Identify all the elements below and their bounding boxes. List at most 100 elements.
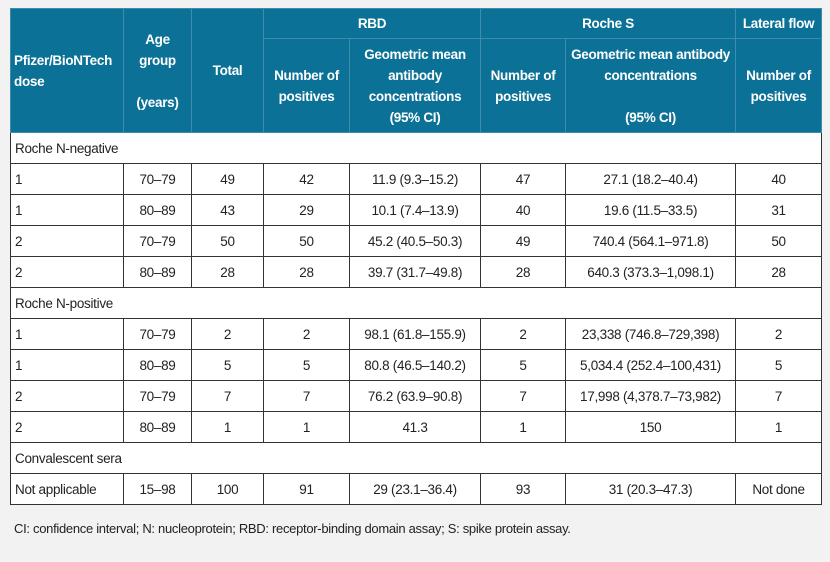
header-lateral-flow: Lateral flow <box>735 8 823 39</box>
table-cell: 70–79 <box>123 380 192 412</box>
table-cell: 7 <box>191 380 264 412</box>
table-row: 2 80–89 28 28 39.7 (31.7–49.8) 28 640.3 (373.3… <box>10 256 823 288</box>
header-rbd: RBD <box>262 8 482 39</box>
table-cell: 1 <box>480 411 567 443</box>
table-row: 1 80–89 5 5 80.8 (46.5–140.2) 5 5,034.4 (252.4… <box>10 349 823 381</box>
table-cell: 80–89 <box>123 411 192 443</box>
table-cell: 49 <box>191 163 264 195</box>
age-group-label: Age group <box>139 31 176 68</box>
header-roche-gmc: Geometric mean antibody concentrations (9… <box>565 38 737 133</box>
table-cell: 15–98 <box>123 473 192 505</box>
table-cell: 1 <box>10 194 124 226</box>
table-cell: 11.9 (9.3–15.2) <box>348 163 482 195</box>
table-cell: 43 <box>191 194 264 226</box>
table-cell: 740.4 (564.1–971.8) <box>565 225 737 257</box>
rbd-ci-label: (95% CI) <box>389 109 441 125</box>
table-cell: 2 <box>10 380 124 412</box>
table-cell: 80–89 <box>123 349 192 381</box>
table-row: 2 70–79 7 7 76.2 (63.9–90.8) 7 17,998 (4,378.7… <box>10 380 823 412</box>
table-cell: 2 <box>10 225 124 257</box>
table-cell: 100 <box>191 473 264 505</box>
footnote: CI: confidence interval; N: nucleoprotei… <box>14 521 571 536</box>
table-cell: 91 <box>263 473 350 505</box>
table-cell: 640.3 (373.3–1,098.1) <box>565 256 737 288</box>
table-cell: 80.8 (46.5–140.2) <box>348 349 482 381</box>
table-row: 2 80–89 1 1 41.3 1 150 1 <box>10 411 823 443</box>
table-cell: 98.1 (61.8–155.9) <box>348 318 482 350</box>
table-cell: 42 <box>263 163 350 195</box>
table-cell: 10.1 (7.4–13.9) <box>348 194 482 226</box>
rbd-gmc-label: Geometric mean antibody concentrations <box>364 46 466 104</box>
table-cell: 150 <box>565 411 737 443</box>
results-table: Pfizer/BioNTech dose Age group (years) To… <box>9 8 823 505</box>
table-cell: 50 <box>191 225 264 257</box>
table-cell: 80–89 <box>123 194 192 226</box>
header-dose: Pfizer/BioNTech dose <box>10 8 124 133</box>
table-cell: 41.3 <box>348 411 482 443</box>
table-cell: 28 <box>480 256 567 288</box>
table-cell: 2 <box>480 318 567 350</box>
table-cell: 5 <box>191 349 264 381</box>
table-cell: 45.2 (40.5–50.3) <box>348 225 482 257</box>
table-cell: 28 <box>191 256 264 288</box>
table-cell: 31 (20.3–47.3) <box>565 473 737 505</box>
table-row: 1 70–79 2 2 98.1 (61.8–155.9) 2 23,338 (746.8–… <box>10 318 823 350</box>
table-row: 2 70–79 50 50 45.2 (40.5–50.3) 49 740.4 (564.1… <box>10 225 823 257</box>
header-total: Total <box>191 8 264 133</box>
section-row: Roche N-positive <box>9 287 823 319</box>
header-roche-s: Roche S <box>480 8 737 39</box>
header-age-group: Age group (years) <box>123 8 192 133</box>
table-cell: 40 <box>480 194 567 226</box>
table-cell: 5,034.4 (252.4–100,431) <box>565 349 737 381</box>
table-cell: 39.7 (31.7–49.8) <box>348 256 482 288</box>
table-cell: 2 <box>191 318 264 350</box>
table-cell: 7 <box>735 380 823 412</box>
table-cell: 93 <box>480 473 567 505</box>
header-lateral-positives: Number of positives <box>735 38 823 133</box>
table-cell: 1 <box>263 411 350 443</box>
table-cell: 76.2 (63.9–90.8) <box>348 380 482 412</box>
header-roche-positives: Number of positives <box>480 38 567 133</box>
section-label: Roche N-negative <box>9 132 823 164</box>
roche-ci-label: (95% CI) <box>625 109 676 125</box>
table-cell: 50 <box>735 225 823 257</box>
age-unit-label: (years) <box>136 94 179 110</box>
table-cell: 1 <box>191 411 264 443</box>
table-cell: 80–89 <box>123 256 192 288</box>
table-row: Not applicable 15–98 100 91 29 (23.1–36.4) 93… <box>10 473 823 505</box>
table-cell: 2 <box>263 318 350 350</box>
table-cell: 2 <box>10 411 124 443</box>
table-row: 1 80–89 43 29 10.1 (7.4–13.9) 40 19.6 (11.5–33… <box>10 194 823 226</box>
table-cell: 28 <box>735 256 823 288</box>
table-cell: 31 <box>735 194 823 226</box>
table-cell: 1 <box>735 411 823 443</box>
table-cell: 70–79 <box>123 318 192 350</box>
table-cell: 7 <box>263 380 350 412</box>
table-cell: 1 <box>10 163 124 195</box>
table-cell: 17,998 (4,378.7–73,982) <box>565 380 737 412</box>
table-cell: 50 <box>263 225 350 257</box>
table-cell: 5 <box>480 349 567 381</box>
table-cell: 40 <box>735 163 823 195</box>
table-cell: 2 <box>10 256 124 288</box>
table-cell: 49 <box>480 225 567 257</box>
table-cell: 29 (23.1–36.4) <box>348 473 482 505</box>
section-label: Convalescent sera <box>9 442 823 474</box>
table-cell: 5 <box>263 349 350 381</box>
header-rbd-positives: Number of positives <box>263 38 350 133</box>
roche-gmc-label: Geometric mean antibody concentrations <box>571 46 730 83</box>
table-row: 1 70–79 49 42 11.9 (9.3–15.2) 47 27.1 (18.2–40… <box>10 163 823 195</box>
table-cell: 5 <box>735 349 823 381</box>
table-header: Pfizer/BioNTech dose Age group (years) To… <box>10 8 823 133</box>
table-cell: 1 <box>10 318 124 350</box>
section-row: Convalescent sera <box>9 442 823 474</box>
table-cell: 27.1 (18.2–40.4) <box>565 163 737 195</box>
table-cell: 47 <box>480 163 567 195</box>
table-cell: 7 <box>480 380 567 412</box>
table-cell: 28 <box>263 256 350 288</box>
table-cell: 19.6 (11.5–33.5) <box>565 194 737 226</box>
table-cell: Not applicable <box>10 473 124 505</box>
table-cell: 23,338 (746.8–729,398) <box>565 318 737 350</box>
section-label: Roche N-positive <box>9 287 823 319</box>
header-rbd-gmc: Geometric mean antibody concentrations (9… <box>348 38 482 133</box>
